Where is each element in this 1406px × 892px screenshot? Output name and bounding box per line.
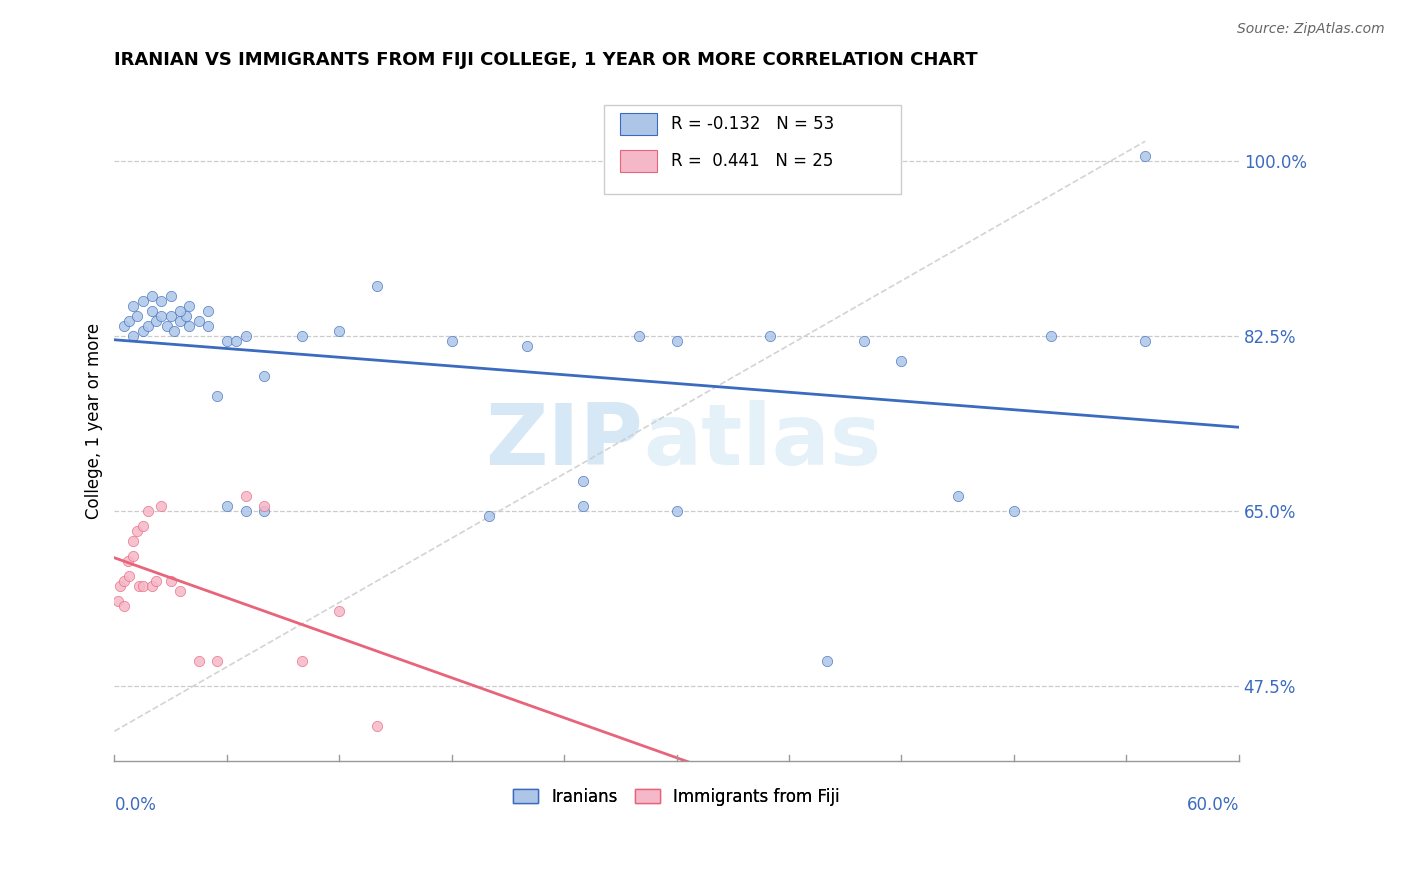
Point (1133, 149, 1156, 163)
Point (1002, 504, 1025, 518)
Point (150, 294, 173, 309)
Point (131, 579, 153, 593)
Point (572, 500, 595, 514)
Point (122, 549, 145, 564)
Point (125, 310, 148, 324)
Point (366, 279, 388, 293)
Point (253, 500, 276, 514)
Point (141, 304, 163, 318)
Point (128, 579, 150, 593)
Point (187, 654, 209, 668)
Point (253, 504, 276, 518)
Point (112, 574, 135, 589)
Point (169, 304, 191, 318)
Point (145, 314, 167, 328)
Point (946, 489, 969, 503)
Point (235, 489, 257, 503)
Text: R =  0.441   N = 25: R = 0.441 N = 25 (671, 152, 834, 169)
Point (179, 319, 201, 334)
Point (890, 354, 912, 368)
Point (141, 289, 163, 303)
Point (125, 524, 148, 539)
Point (159, 289, 181, 303)
Point (235, 504, 257, 518)
Text: 0.0%: 0.0% (114, 797, 156, 814)
Point (853, 334, 876, 349)
Point (253, 369, 276, 384)
Point (1133, 334, 1156, 349)
Text: IRANIAN VS IMMIGRANTS FROM FIJI COLLEGE, 1 YEAR OR MORE CORRELATION CHART: IRANIAN VS IMMIGRANTS FROM FIJI COLLEGE,… (114, 51, 979, 69)
Point (163, 324, 186, 338)
Text: ZIP: ZIP (485, 401, 643, 483)
Point (117, 554, 139, 568)
Text: R = -0.132   N = 53: R = -0.132 N = 53 (671, 115, 834, 133)
Point (136, 504, 159, 518)
Point (169, 584, 191, 599)
Point (478, 509, 501, 524)
Point (141, 579, 163, 593)
FancyBboxPatch shape (620, 113, 658, 136)
Text: 60.0%: 60.0% (1187, 797, 1239, 814)
Point (366, 719, 388, 733)
Point (122, 329, 145, 343)
Point (107, 594, 129, 608)
Point (328, 604, 350, 618)
Point (108, 579, 131, 593)
Point (572, 475, 595, 489)
Point (197, 319, 219, 334)
Point (197, 304, 219, 318)
Point (150, 310, 173, 324)
Point (145, 574, 167, 589)
Point (207, 389, 229, 403)
Point (112, 599, 135, 614)
Point (112, 319, 135, 334)
Point (179, 299, 201, 313)
Point (215, 334, 238, 349)
Point (665, 504, 688, 518)
Point (159, 574, 181, 589)
Point (440, 334, 463, 349)
Point (328, 324, 350, 338)
Point (150, 500, 173, 514)
Point (291, 329, 314, 343)
Point (136, 319, 159, 334)
Point (169, 314, 191, 328)
Point (118, 314, 141, 328)
Point (207, 654, 229, 668)
Point (131, 324, 153, 338)
Point (225, 334, 247, 349)
Point (174, 310, 197, 324)
Point (159, 310, 181, 324)
Point (122, 534, 145, 549)
Point (665, 334, 688, 349)
Point (131, 519, 153, 533)
Point (118, 569, 141, 583)
Point (628, 329, 651, 343)
Point (187, 314, 209, 328)
FancyBboxPatch shape (603, 105, 901, 194)
Point (235, 329, 257, 343)
Point (122, 299, 145, 313)
Legend: Iranians, Immigrants from Fiji: Iranians, Immigrants from Fiji (505, 780, 848, 814)
Point (215, 500, 238, 514)
Point (1040, 329, 1063, 343)
Text: Source: ZipAtlas.com: Source: ZipAtlas.com (1237, 22, 1385, 37)
Point (131, 294, 153, 309)
Y-axis label: College, 1 year or more: College, 1 year or more (86, 323, 103, 519)
Point (815, 654, 838, 668)
FancyBboxPatch shape (620, 150, 658, 172)
Point (516, 339, 538, 353)
Text: atlas: atlas (643, 401, 882, 483)
Point (156, 319, 179, 334)
Point (759, 329, 782, 343)
Point (291, 654, 314, 668)
